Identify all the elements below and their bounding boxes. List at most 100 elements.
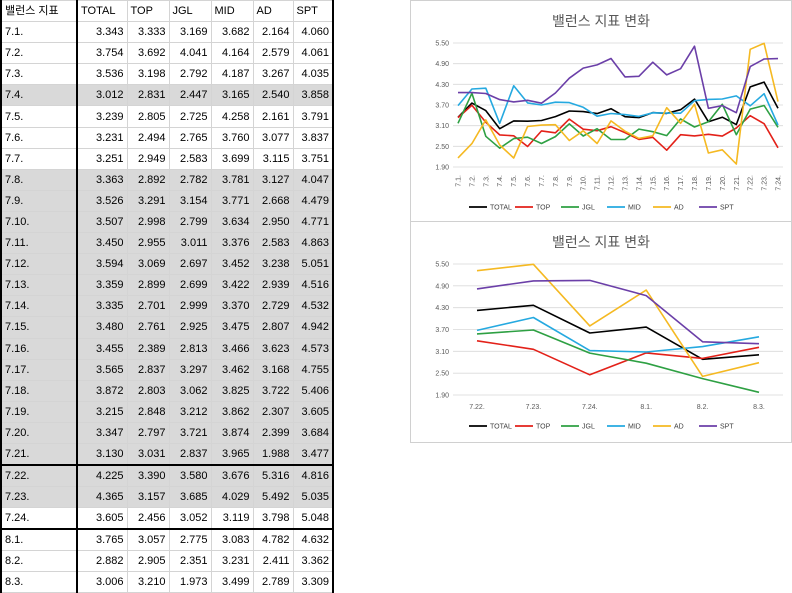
table-cell[interactable]: 3.069 <box>126 253 170 276</box>
table-cell[interactable]: 3.685 <box>168 485 212 509</box>
table-cell[interactable]: 4.755 <box>292 358 334 381</box>
table-cell[interactable]: 5.492 <box>252 485 294 509</box>
table-cell[interactable]: 2.805 <box>126 105 170 128</box>
table-cell[interactable]: 2.905 <box>126 550 170 573</box>
table-cell[interactable]: 2.949 <box>126 147 170 170</box>
table-cell[interactable]: 3.699 <box>210 147 254 170</box>
table-cell[interactable]: 2.307 <box>252 400 294 423</box>
table-cell[interactable]: 3.238 <box>252 253 294 276</box>
table-cell[interactable]: 2.837 <box>126 358 170 381</box>
table-cell[interactable]: 3.210 <box>126 571 170 593</box>
table-cell[interactable]: 2.765 <box>168 126 212 149</box>
table-cell[interactable]: 3.722 <box>252 379 294 402</box>
table-cell[interactable]: 3.031 <box>126 442 170 466</box>
table-cell[interactable]: 3.965 <box>210 442 254 466</box>
table-cell[interactable]: 2.447 <box>168 84 212 107</box>
table-cell[interactable]: 3.291 <box>126 189 170 212</box>
row-label[interactable]: 7.7. <box>0 147 78 170</box>
row-label[interactable]: 7.16. <box>0 337 78 360</box>
table-cell[interactable]: 3.623 <box>252 337 294 360</box>
table-cell[interactable]: 2.699 <box>168 274 212 297</box>
table-cell[interactable]: 3.751 <box>292 147 334 170</box>
table-cell[interactable]: 2.164 <box>252 21 294 44</box>
table-cell[interactable]: 2.807 <box>252 316 294 339</box>
table-cell[interactable]: 4.365 <box>76 485 128 509</box>
table-cell[interactable]: 3.309 <box>292 571 334 593</box>
table-cell[interactable]: 2.831 <box>126 84 170 107</box>
row-label[interactable]: 7.4. <box>0 84 78 107</box>
table-cell[interactable]: 3.605 <box>292 400 334 423</box>
table-cell[interactable]: 2.399 <box>252 421 294 444</box>
row-label[interactable]: 7.23. <box>0 485 78 509</box>
table-cell[interactable]: 4.771 <box>292 210 334 234</box>
table-cell[interactable]: 2.998 <box>126 210 170 234</box>
row-label[interactable]: 8.3. <box>0 571 78 593</box>
column-header[interactable]: TOP <box>126 0 170 23</box>
table-cell[interactable]: 5.035 <box>292 485 334 509</box>
table-cell[interactable]: 3.363 <box>76 168 128 191</box>
table-cell[interactable]: 3.565 <box>76 358 128 381</box>
table-cell[interactable]: 4.516 <box>292 274 334 297</box>
table-cell[interactable]: 2.955 <box>126 232 170 255</box>
table-cell[interactable]: 3.006 <box>76 571 128 593</box>
row-label[interactable]: 7.21. <box>0 442 78 466</box>
table-cell[interactable]: 3.798 <box>252 507 294 530</box>
table-cell[interactable]: 3.837 <box>292 126 334 149</box>
table-cell[interactable]: 3.157 <box>126 485 170 509</box>
table-cell[interactable]: 4.573 <box>292 337 334 360</box>
table-cell[interactable]: 3.858 <box>292 84 334 107</box>
table-cell[interactable]: 3.359 <box>76 274 128 297</box>
table-cell[interactable]: 3.781 <box>210 168 254 191</box>
table-cell[interactable]: 3.115 <box>252 147 294 170</box>
table-cell[interactable]: 3.526 <box>76 189 128 212</box>
table-cell[interactable]: 2.540 <box>252 84 294 107</box>
table-cell[interactable]: 3.765 <box>76 528 128 552</box>
table-cell[interactable]: 3.721 <box>168 421 212 444</box>
table-cell[interactable]: 3.477 <box>292 442 334 466</box>
table-cell[interactable]: 4.187 <box>210 63 254 86</box>
table-cell[interactable]: 3.536 <box>76 63 128 86</box>
row-label[interactable]: 7.2. <box>0 42 78 65</box>
table-cell[interactable]: 3.347 <box>76 421 128 444</box>
row-label[interactable]: 7.13. <box>0 274 78 297</box>
column-header[interactable]: 밸런스 지표 <box>0 0 78 23</box>
table-cell[interactable]: 3.825 <box>210 379 254 402</box>
table-cell[interactable]: 3.605 <box>76 507 128 530</box>
table-cell[interactable]: 2.411 <box>252 550 294 573</box>
table-cell[interactable]: 3.333 <box>126 21 170 44</box>
table-cell[interactable]: 3.169 <box>168 21 212 44</box>
table-cell[interactable]: 3.480 <box>76 316 128 339</box>
row-label[interactable]: 7.22. <box>0 463 78 487</box>
table-cell[interactable]: 3.251 <box>76 147 128 170</box>
table-cell[interactable]: 2.579 <box>252 42 294 65</box>
table-cell[interactable]: 3.119 <box>210 507 254 530</box>
table-cell[interactable]: 2.456 <box>126 507 170 530</box>
table-cell[interactable]: 4.164 <box>210 42 254 65</box>
column-header[interactable]: JGL <box>168 0 212 23</box>
chart-daily[interactable]: 밸런스 지표 변화 1.90 2.50 3.10 3.70 4.30 4.90 5.50 7.1… <box>410 0 792 222</box>
table-cell[interactable]: 3.168 <box>252 358 294 381</box>
table-cell[interactable]: 2.999 <box>168 295 212 318</box>
table-cell[interactable]: 3.874 <box>210 421 254 444</box>
table-cell[interactable]: 5.406 <box>292 379 334 402</box>
table-cell[interactable]: 2.782 <box>168 168 212 191</box>
table-cell[interactable]: 3.676 <box>210 463 254 487</box>
table-cell[interactable]: 2.925 <box>168 316 212 339</box>
table-cell[interactable]: 2.389 <box>126 337 170 360</box>
table-cell[interactable]: 2.799 <box>168 210 212 234</box>
table-cell[interactable]: 3.362 <box>292 550 334 573</box>
table-cell[interactable]: 3.267 <box>252 63 294 86</box>
table-cell[interactable]: 3.634 <box>210 210 254 234</box>
table-cell[interactable]: 2.848 <box>126 400 170 423</box>
table-cell[interactable]: 3.057 <box>126 528 170 552</box>
row-label[interactable]: 7.18. <box>0 379 78 402</box>
table-cell[interactable]: 3.052 <box>168 507 212 530</box>
row-label[interactable]: 7.11. <box>0 232 78 255</box>
table-cell[interactable]: 3.198 <box>126 63 170 86</box>
table-cell[interactable]: 3.862 <box>210 400 254 423</box>
table-cell[interactable]: 2.494 <box>126 126 170 149</box>
table-cell[interactable]: 3.455 <box>76 337 128 360</box>
row-label[interactable]: 7.14. <box>0 295 78 318</box>
table-cell[interactable]: 3.376 <box>210 232 254 255</box>
table-cell[interactable]: 3.507 <box>76 210 128 234</box>
